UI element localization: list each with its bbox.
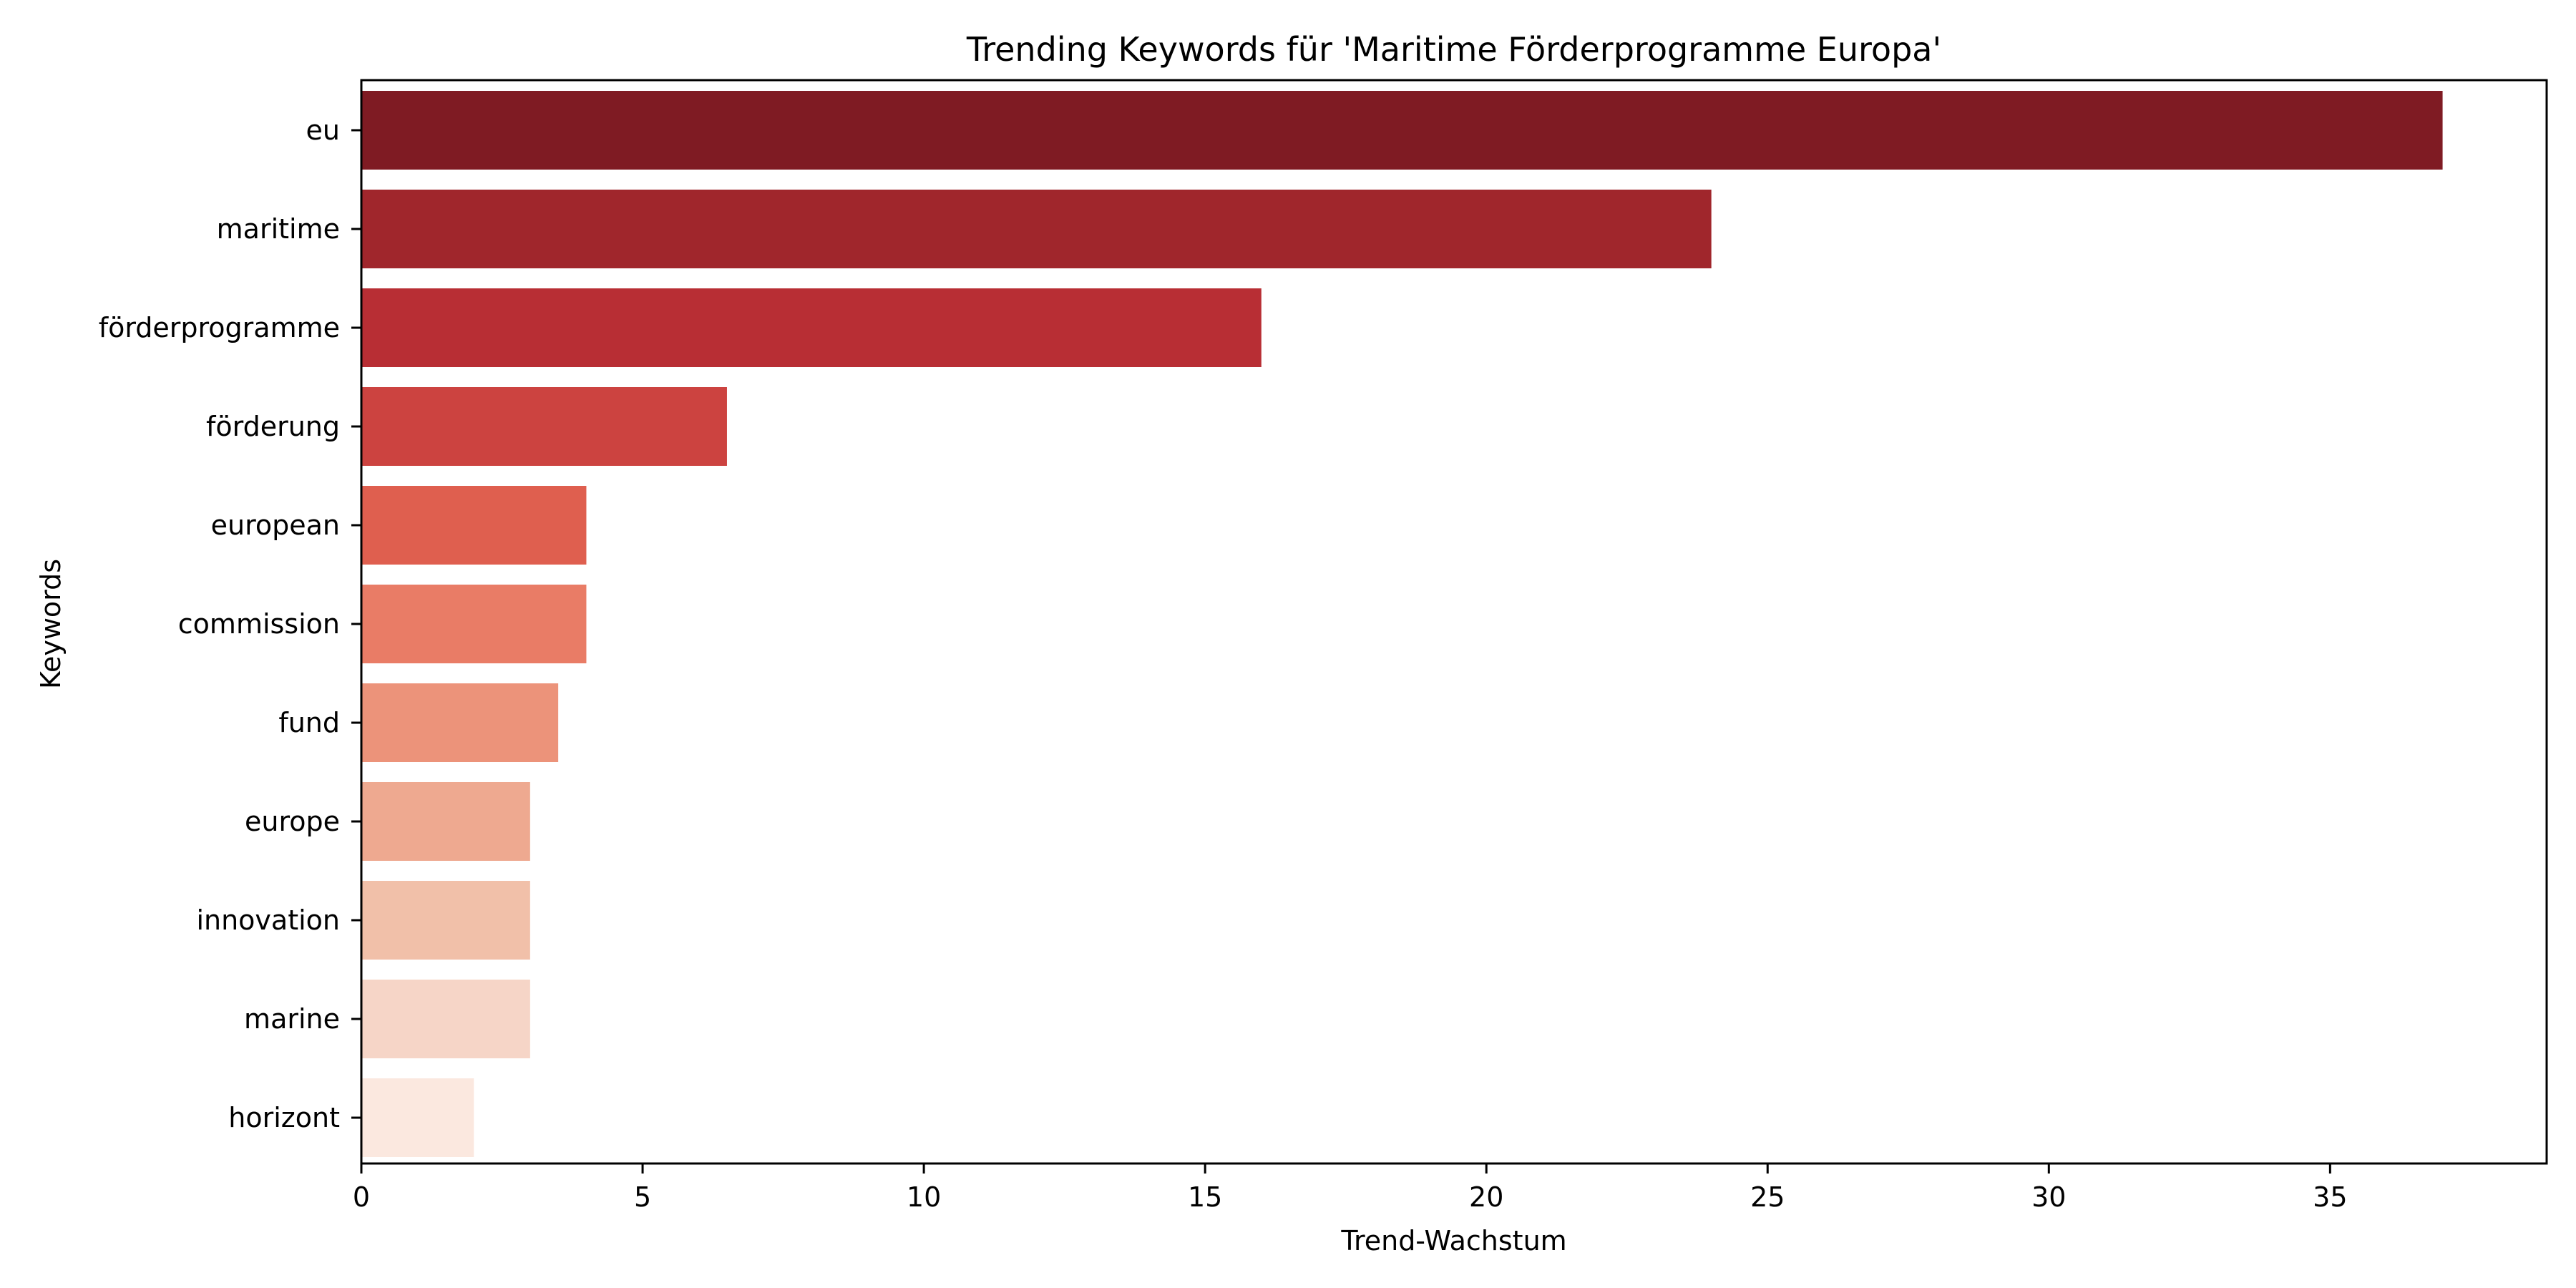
x-tick-label: 25 [1750,1181,1785,1213]
bar-eu [361,91,2443,170]
x-tick-label: 15 [1188,1181,1222,1213]
y-tick-label: european [211,509,340,541]
bar-european [361,486,587,565]
y-tick-label: marine [244,1003,340,1035]
y-tick-label: maritime [217,213,340,245]
y-tick-label: europe [245,806,340,837]
x-tick-label: 10 [907,1181,941,1213]
bar-marine [361,980,530,1058]
y-tick-label: förderung [206,411,340,442]
y-tick-label: fund [278,707,340,738]
y-tick-label: commission [178,608,340,640]
x-tick-label: 35 [2313,1181,2347,1213]
y-axis-ticks: eu maritime förderprogramme förderung europe… [99,114,361,1133]
bar-fund [361,683,559,762]
y-axis-label: Keywords [35,559,67,689]
bar-förderung [361,387,727,466]
bars-group [361,91,2443,1157]
bar-förderprogramme [361,288,1262,367]
y-tick-label: innovation [196,904,340,936]
bar-horizont [361,1078,474,1157]
y-tick-label: förderprogramme [99,312,340,343]
x-axis-label: Trend-Wachstum [1340,1225,1566,1257]
bar-commission [361,585,587,663]
x-tick-label: 0 [353,1181,370,1213]
x-tick-label: 5 [634,1181,651,1213]
y-tick-label: horizont [228,1102,340,1133]
bar-europe [361,782,530,861]
bar-innovation [361,881,530,960]
y-tick-label: eu [306,114,340,146]
chart-title: Trending Keywords für 'Maritime Förderpr… [966,30,1941,69]
x-tick-label: 30 [2031,1181,2066,1213]
plot-frame [360,79,2548,1165]
bar-maritime [361,190,1712,268]
x-tick-label: 20 [1469,1181,1503,1213]
x-axis-ticks: 0 5 10 15 20 25 30 35 [353,1163,2348,1213]
